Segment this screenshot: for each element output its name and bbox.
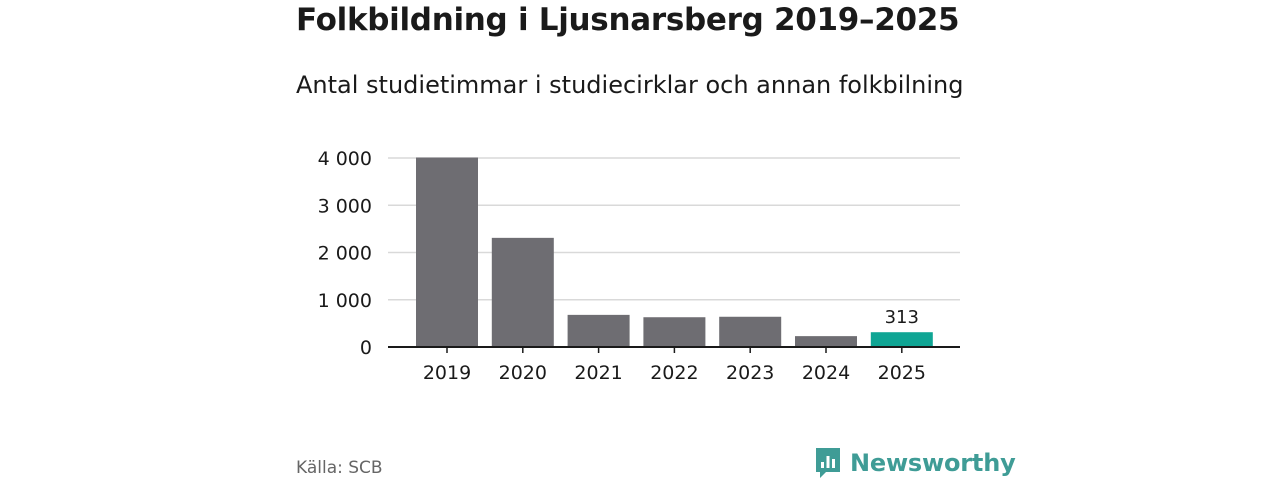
gridlines bbox=[388, 157, 960, 301]
y-tick-label: 2 000 bbox=[318, 243, 372, 265]
bar-2022 bbox=[643, 317, 706, 347]
y-tick-label: 4 000 bbox=[318, 148, 372, 170]
x-tick-label: 2019 bbox=[423, 362, 471, 384]
brand-logo: Newsworthy bbox=[814, 446, 1016, 480]
bar-2024 bbox=[795, 336, 857, 347]
x-tick-label: 2025 bbox=[878, 362, 926, 384]
source-note: Källa: SCB bbox=[296, 458, 383, 478]
x-tick-label: 2020 bbox=[499, 362, 547, 384]
chart-subtitle: Antal studietimmar i studiecirklar och a… bbox=[296, 71, 964, 99]
bar-2021 bbox=[567, 314, 630, 347]
y-tick-label: 0 bbox=[360, 337, 372, 359]
bar-2019 bbox=[416, 157, 478, 347]
bars bbox=[416, 157, 933, 347]
x-tick-label: 2024 bbox=[802, 362, 850, 384]
data-labels: 313 bbox=[885, 307, 919, 328]
y-tick-label: 1 000 bbox=[318, 290, 372, 312]
brand-name: Newsworthy bbox=[850, 449, 1016, 477]
x-tick-label: 2022 bbox=[650, 362, 698, 384]
x-tick-label: 2021 bbox=[574, 362, 622, 384]
bar-2023 bbox=[719, 316, 782, 347]
y-tick-label: 3 000 bbox=[318, 195, 372, 217]
newsworthy-logo-icon bbox=[816, 448, 840, 478]
data-label-2025: 313 bbox=[885, 307, 919, 328]
x-axis-ticks: 2019 2020 2021 2022 2023 2024 2025 bbox=[388, 346, 960, 384]
y-axis-ticks: 0 1 000 2 000 3 000 4 000 bbox=[318, 148, 372, 359]
bar-2020 bbox=[491, 237, 554, 347]
chart-title: Folkbildning i Ljusnarsberg 2019–2025 bbox=[296, 2, 960, 38]
x-tick-label: 2023 bbox=[726, 362, 774, 384]
bar-2025 bbox=[870, 332, 933, 347]
